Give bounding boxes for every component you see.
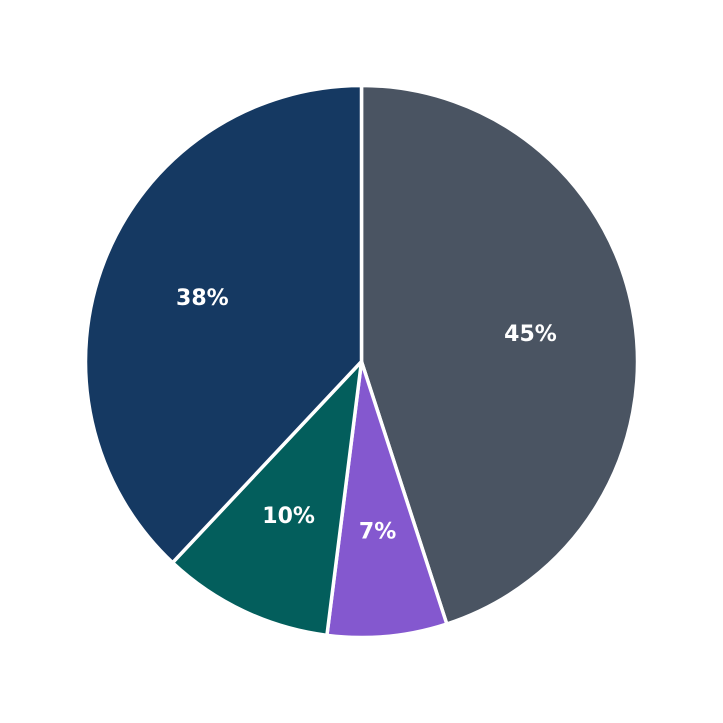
pie-slice-7-percent	[325, 359, 449, 640]
pie-slices	[83, 83, 640, 640]
pie-slice-label: 7%	[359, 519, 396, 544]
pie-slice-10-percent	[170, 359, 364, 638]
pie-labels: 45% 7% 10% 38%	[176, 286, 557, 544]
pie-slice-label: 38%	[176, 286, 229, 311]
pie-slice-label: 45%	[504, 322, 557, 347]
pie-slice-45-percent	[359, 83, 640, 626]
pie-slice-label: 10%	[262, 504, 315, 529]
pie-slice-38-percent	[83, 83, 364, 565]
